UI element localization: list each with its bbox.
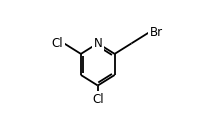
Text: Br: Br xyxy=(149,26,163,39)
Text: N: N xyxy=(93,37,102,50)
Text: Cl: Cl xyxy=(92,93,104,106)
Text: Cl: Cl xyxy=(51,37,63,50)
